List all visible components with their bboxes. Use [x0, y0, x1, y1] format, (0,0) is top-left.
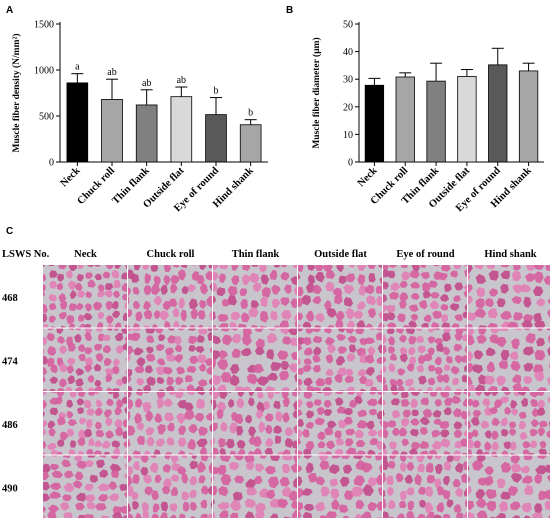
histology-tile [128, 265, 212, 328]
histology-tile [298, 328, 382, 391]
significance-letter: ab [107, 67, 116, 78]
histology-tile [43, 455, 127, 518]
bar [518, 70, 539, 163]
panel-c-label: C [6, 226, 13, 237]
y-axis-label: Muscle fiber density (N/mm²) [11, 33, 22, 152]
x-tick-label: Neck [59, 165, 83, 189]
column-header: Chuck roll [147, 249, 195, 260]
y-tick-label: 20 [343, 102, 353, 113]
bar [488, 64, 508, 163]
y-tick-label: 10 [343, 130, 353, 141]
column-header: Outside flat [314, 249, 367, 260]
histology-tile [128, 392, 212, 455]
bar [101, 99, 123, 163]
bar [395, 76, 415, 163]
bar [205, 114, 227, 163]
y-tick-label: 50 [343, 20, 353, 31]
y-tick-label: 500 [39, 112, 54, 123]
bar [239, 124, 262, 163]
column-header: Neck [74, 249, 97, 260]
y-tick-label: 0 [49, 158, 54, 169]
histology-tile [383, 392, 467, 455]
panel-c-histology-grid: C LSWS No. Neck Chuck roll Thin flank Outsi… [2, 226, 550, 518]
significance-letter: ab [177, 75, 186, 86]
y-tick-label: 1500 [34, 20, 54, 31]
chart-a-muscle-fiber-density: A Muscle fiber density (N/mm²) 0 500 1000 1… [6, 5, 268, 212]
y-tick-label: 0 [348, 158, 353, 169]
x-tick-label: Neck [356, 165, 380, 189]
bar [135, 104, 158, 163]
y-tick-label: 1000 [34, 66, 54, 77]
row-label: 486 [2, 420, 18, 431]
significance-letter: a [75, 62, 80, 73]
histology-tile [128, 455, 212, 518]
histology-tile [43, 392, 127, 455]
histology-tile [43, 265, 127, 328]
column-header: Eye of round [396, 249, 454, 260]
histology-tile [468, 455, 550, 518]
row-label: 490 [2, 483, 18, 494]
column-header: Thin flank [232, 249, 280, 260]
lsws-corner-label: LSWS No. [2, 249, 50, 260]
row-label: 468 [2, 293, 18, 304]
y-tick-label: 30 [343, 75, 353, 86]
y-tick-label: 40 [343, 47, 353, 58]
bar [457, 76, 477, 163]
chart-b-muscle-fiber-diameter: B Muscle fiber diameter (μm) 0 10 20 30 40 50… [286, 5, 544, 212]
column-header: Hind shank [484, 249, 536, 260]
significance-letter: ab [142, 78, 151, 89]
significance-letter: b [248, 108, 253, 119]
significance-letter: b [214, 86, 219, 97]
y-axis-label: Muscle fiber diameter (μm) [311, 37, 322, 148]
panel-a-label: A [6, 5, 13, 16]
histology-tile [213, 455, 297, 518]
histology-tile [383, 265, 467, 328]
histology-tile [468, 265, 550, 328]
histology-tile [298, 455, 382, 518]
bar [426, 80, 446, 163]
bar [170, 96, 193, 163]
histology-tile [43, 328, 127, 391]
row-label: 474 [2, 356, 19, 367]
histology-tile [213, 392, 297, 455]
histology-tile [298, 265, 382, 328]
histology-tile [383, 455, 467, 518]
histology-tile [383, 328, 467, 391]
histology-tile [298, 392, 382, 455]
histology-tile [468, 392, 550, 455]
bar [364, 84, 385, 163]
histology-tile [468, 328, 550, 391]
bar [66, 82, 89, 163]
histology-tile [128, 328, 212, 391]
histology-tile [213, 265, 297, 328]
panel-b-label: B [286, 5, 293, 16]
histology-tile [213, 328, 297, 391]
